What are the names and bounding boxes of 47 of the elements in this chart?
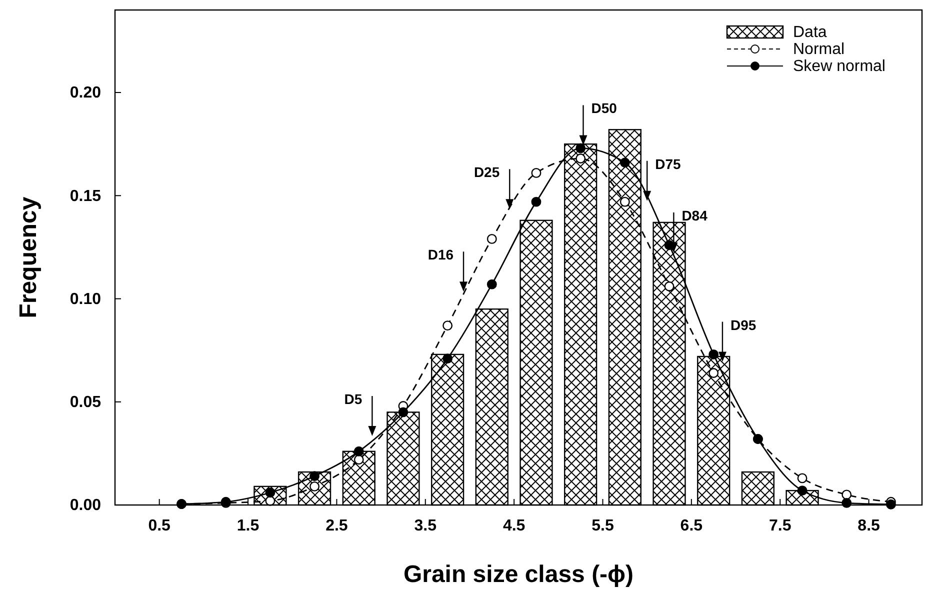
x-tick-label: 7.5 [768,517,792,534]
annotation: D16 [428,246,454,263]
x-tick-label: 1.5 [236,517,260,534]
point [442,354,453,364]
x-tick-label: 3.5 [414,517,437,534]
annotation: D75 [655,156,681,172]
legend-label: Normal [793,41,845,58]
point [576,143,586,154]
annotation: D5 [344,391,362,407]
point [797,486,808,496]
x-axis-title: Grain size class (-ϕ) [403,561,634,588]
point [486,279,497,290]
point [486,234,497,244]
point [531,168,542,178]
x-tick-label: 8.5 [858,517,880,534]
point [354,446,364,456]
point [354,454,364,465]
point [576,154,586,164]
point [797,473,808,484]
point [708,368,719,378]
point [442,320,453,331]
y-tick-label: 0.20 [70,84,102,102]
point [310,471,320,482]
annotation: D95 [730,316,756,333]
annotation: D25 [474,164,500,180]
x-tick-label: 0.5 [148,517,171,534]
point [620,196,630,207]
point [398,407,408,418]
y-tick-label: 0.10 [70,290,102,308]
y-axis-title: Frequency [15,196,42,318]
annotation: D84 [682,207,708,224]
y-tick-label: 0.15 [70,188,102,205]
legend-label: Data [793,24,827,41]
point [708,349,719,360]
legend-label: Skew normal [793,58,886,75]
bar [741,471,774,506]
y-tick-label: 0.05 [70,394,102,411]
point [531,196,542,207]
x-tick-label: 5.5 [592,517,614,534]
x-tick-label: 4.5 [502,517,526,534]
x-tick-label: 2.5 [326,517,348,534]
point [842,490,852,500]
x-tick-label: 6.5 [680,517,703,534]
point [620,158,630,168]
point [664,281,674,292]
y-tick-label: 0.00 [70,497,102,514]
annotation: D50 [591,100,618,116]
